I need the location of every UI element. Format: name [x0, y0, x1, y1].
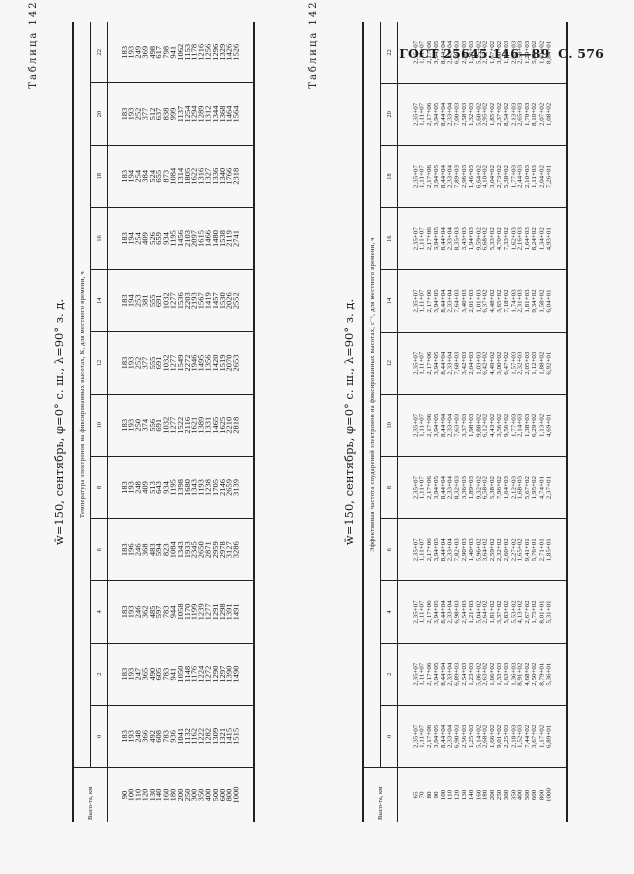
table-row: 65 70 80 90 100 110 120 130 140 160 180 …: [398, 22, 567, 822]
hour-header: 18: [90, 145, 108, 208]
hour-header: 10: [90, 394, 108, 457]
value-column: 2,35+07 1,11+07 2,17+06 3,94+05 8,44+04 …: [405, 394, 559, 457]
hour-header: 22: [90, 22, 108, 83]
value-column: 2,35+07 1,11+07 2,17+06 3,94+05 8,44+04 …: [405, 580, 559, 644]
hour-header: 6: [90, 518, 108, 581]
standard-number: ГОСТ 25645.146—89: [399, 46, 550, 61]
hour-header: 2: [90, 643, 108, 706]
table-title: Таблица 1425: [308, 0, 319, 89]
hour-header: 12: [90, 331, 108, 395]
value-column: 183 193 246 362 485 597 783 944 1058 117…: [114, 580, 247, 644]
value-column: 2,35+07 1,11+07 2,17+06 3,94+05 8,44+04 …: [405, 22, 559, 84]
value-column: 2,35+07 1,11+07 2,17+06 3,94+05 8,44+04 …: [405, 705, 559, 768]
table-1425-block: Таблица 1425 w̄=150, сентябрь, φ=0° с. ш…: [308, 0, 568, 822]
hour-header: 12: [380, 332, 398, 395]
altitude-column: 90 100 110 120 130 140 160 180 200 250 3…: [114, 767, 247, 822]
page-number: С. 576: [558, 46, 604, 61]
data-table: Высо-та, км Эффективная частота соударени…: [362, 22, 568, 822]
hour-header: 4: [90, 580, 108, 644]
value-column: 183 193 248 409 513 643 934 1195 1398 16…: [114, 456, 247, 519]
table-subtitle: w̄=150, сентябрь, φ=0° с. ш., λ=90° з. д…: [342, 298, 356, 546]
table-title: Таблица 1424: [28, 0, 39, 89]
hour-header: 4: [380, 580, 398, 644]
hour-header: 14: [90, 269, 108, 332]
hour-header: 8: [380, 456, 398, 519]
value-column: 2,35+07 1,11+07 2,17+06 3,94+05 8,44+04 …: [405, 643, 559, 706]
value-column: 183 196 246 368 483 594 823 1084 1343 19…: [114, 518, 247, 581]
value-column: 183 193 252 377 555 691 1032 1277 1549 2…: [114, 331, 247, 395]
value-column: 183 193 248 366 492 608 783 936 1041 113…: [114, 705, 247, 768]
value-column: 2,35+07 1,11+07 2,17+06 3,94+05 8,44+04 …: [405, 207, 559, 270]
value-column: 183 194 254 409 526 659 934 1195 1456 21…: [114, 207, 247, 270]
value-column: 183 193 252 377 512 637 838 999 1137 125…: [114, 82, 247, 146]
hour-header: 6: [380, 518, 398, 581]
hour-header: 14: [380, 269, 398, 333]
table-caption: Эффективная частота соударений электроно…: [363, 22, 381, 768]
hour-header: 10: [380, 394, 398, 457]
page-header: ГОСТ 25645.146—89 С. 576: [399, 46, 604, 61]
hour-header: 22: [380, 22, 398, 84]
value-column: 2,35+07 1,11+07 2,17+06 3,94+05 8,44+04 …: [405, 145, 559, 208]
value-column: 2,35+07 1,11+07 2,17+06 3,94+05 8,44+04 …: [405, 456, 559, 519]
value-column: 183 194 253 381 555 691 1032 1277 1536 2…: [114, 269, 247, 332]
table-1424-block: Таблица 1424 w̄=150, сентябрь, φ=0° с. ш…: [28, 0, 255, 822]
value-column: 2,35+07 1,11+07 2,17+06 3,94+05 8,44+04 …: [405, 83, 559, 146]
value-column: 2,35+07 1,11+07 2,17+06 3,94+05 8,44+04 …: [405, 332, 559, 395]
altitude-header: Высо-та, км: [363, 767, 398, 822]
value-column: 183 194 254 384 524 655 873 1084 1314 18…: [114, 145, 247, 208]
table-caption: Температура электронов на фиксированных …: [73, 22, 91, 768]
hour-header: 16: [90, 207, 108, 270]
value-column: 2,35+07 1,11+07 2,17+06 3,94+05 8,44+04 …: [405, 269, 559, 333]
value-column: 183 193 249 369 498 617 798 941 1062 115…: [114, 22, 247, 83]
altitude-column: 65 70 80 90 100 110 120 130 140 160 180 …: [405, 767, 559, 822]
hour-header: 0: [90, 705, 108, 768]
value-column: 2,35+07 1,11+07 2,17+06 3,94+05 8,44+04 …: [405, 518, 559, 581]
value-column: 183 193 247 365 490 605 783 941 1050 114…: [114, 643, 247, 706]
table-row: 90 100 110 120 130 140 160 180 200 250 3…: [108, 22, 254, 822]
hour-header: 20: [380, 83, 398, 146]
hour-header: 18: [380, 145, 398, 208]
data-table: Высо-та, км Температура электронов на фик…: [72, 22, 255, 822]
altitude-header: Высо-та, км: [73, 767, 108, 822]
hour-header: 8: [90, 456, 108, 519]
hour-header: 20: [90, 82, 108, 146]
hour-header: 2: [380, 643, 398, 706]
value-column: 183 193 250 374 556 691 1032 1277 1522 2…: [114, 394, 247, 457]
table-subtitle: w̄=150, сентябрь, φ=0° с. ш., λ=90° з. д…: [52, 298, 66, 546]
hour-header: 16: [380, 207, 398, 270]
hour-header: 0: [380, 705, 398, 768]
